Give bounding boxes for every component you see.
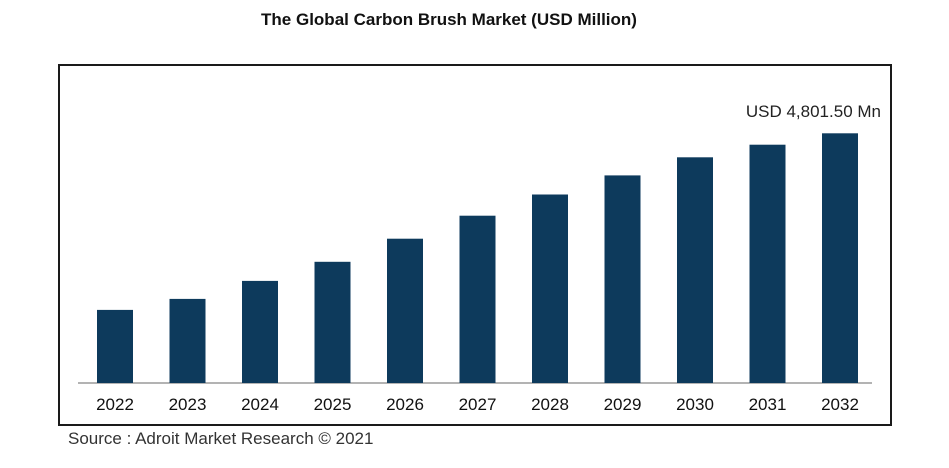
bar-2025	[314, 261, 351, 383]
source-note: Source : Adroit Market Research © 2021	[68, 429, 374, 448]
x-tick-label: 2027	[459, 395, 497, 414]
bar-2032	[822, 133, 858, 383]
bar-2022	[97, 309, 133, 383]
x-tick-label: 2024	[241, 395, 279, 414]
x-tick-label: 2023	[169, 395, 207, 414]
x-tick-label: 2032	[821, 395, 859, 414]
x-tick-label: 2026	[386, 395, 424, 414]
x-tick-label: 2022	[96, 395, 134, 414]
bar-2027	[459, 215, 496, 383]
bar-2026	[387, 238, 423, 383]
x-tick-label: 2030	[676, 395, 714, 414]
bar-2030	[677, 157, 713, 383]
x-tick-label: 2031	[749, 395, 787, 414]
bar-2028	[532, 194, 568, 383]
bar-annotation: USD 4,801.50 Mn	[746, 102, 881, 121]
x-tick-label: 2029	[604, 395, 642, 414]
bar-2029	[604, 175, 641, 383]
bar-2024	[242, 280, 278, 383]
bar-2031	[749, 144, 786, 383]
chart-title: The Global Carbon Brush Market (USD Mill…	[261, 10, 637, 29]
bar-2023	[169, 298, 206, 383]
x-tick-label: 2025	[314, 395, 352, 414]
x-tick-label: 2028	[531, 395, 569, 414]
